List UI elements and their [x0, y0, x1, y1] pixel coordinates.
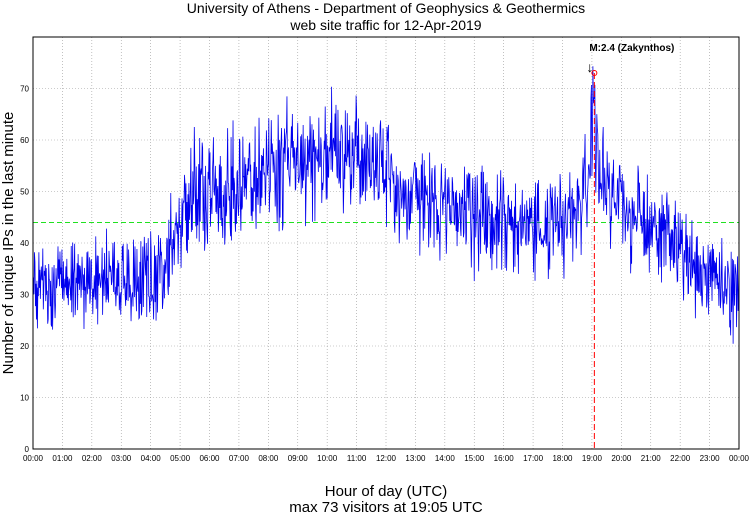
- x-tick-label: 14:00: [435, 454, 456, 463]
- x-tick-label: 23:00: [700, 454, 721, 463]
- y-tick-label: 30: [20, 291, 29, 300]
- y-tick-label: 50: [20, 188, 29, 197]
- x-tick-label: 07:00: [229, 454, 250, 463]
- x-tick-label: 20:00: [611, 454, 632, 463]
- x-tick-label: 09:00: [288, 454, 309, 463]
- x-tick-label: 12:00: [376, 454, 397, 463]
- y-tick-label: 40: [20, 239, 29, 248]
- x-tick-label: 16:00: [494, 454, 515, 463]
- x-tick-label: 17:00: [523, 454, 544, 463]
- x-tick-label: 18:00: [552, 454, 573, 463]
- y-tick-label: 60: [20, 136, 29, 145]
- x-tick-label: 05:00: [170, 454, 191, 463]
- chart-subtitle: web site traffic for 12-Apr-2019: [289, 17, 481, 33]
- event-arrow: ↓: [586, 59, 593, 75]
- x-tick-label: 00:00: [729, 454, 750, 463]
- x-tick-label: 04:00: [141, 454, 162, 463]
- peak-marker: [591, 70, 598, 77]
- x-axis-label: Hour of day (UTC): [325, 483, 448, 500]
- x-axis-ticks: 00:00 01:00 02:00 03:00 04:00 05:00 06:00 07:00…: [23, 454, 750, 463]
- y-tick-label: 10: [20, 394, 29, 403]
- x-tick-label: 11:00: [347, 454, 367, 463]
- x-tick-label: 22:00: [670, 454, 691, 463]
- plot-frame: [32, 36, 740, 450]
- x-tick-label: 21:00: [641, 454, 662, 463]
- y-tick-label: 20: [20, 342, 29, 351]
- x-tick-label: 13:00: [405, 454, 426, 463]
- max-visitors-note: max 73 visitors at 19:05 UTC: [289, 499, 483, 515]
- x-tick-label: 02:00: [82, 454, 103, 463]
- traffic-series-line: [32, 66, 740, 344]
- x-tick-label: 10:00: [317, 454, 338, 463]
- x-tick-label: 03:00: [111, 454, 132, 463]
- y-tick-label: 70: [20, 85, 29, 94]
- x-tick-label: 15:00: [464, 454, 485, 463]
- y-tick-label: 0: [25, 445, 30, 454]
- chart-title: University of Athens - Department of Geo…: [187, 0, 585, 16]
- y-axis-ticks: 0 10 20 30 40 50 60 70: [20, 85, 29, 455]
- x-tick-label: 00:00: [23, 454, 44, 463]
- x-tick-label: 08:00: [258, 454, 279, 463]
- y-axis-label: Number of unique IPs in the last minute: [0, 112, 17, 375]
- event-label: M:2.4 (Zakynthos): [589, 43, 674, 54]
- x-tick-label: 01:00: [52, 454, 73, 463]
- x-tick-label: 19:00: [582, 454, 603, 463]
- x-tick-label: 06:00: [199, 454, 220, 463]
